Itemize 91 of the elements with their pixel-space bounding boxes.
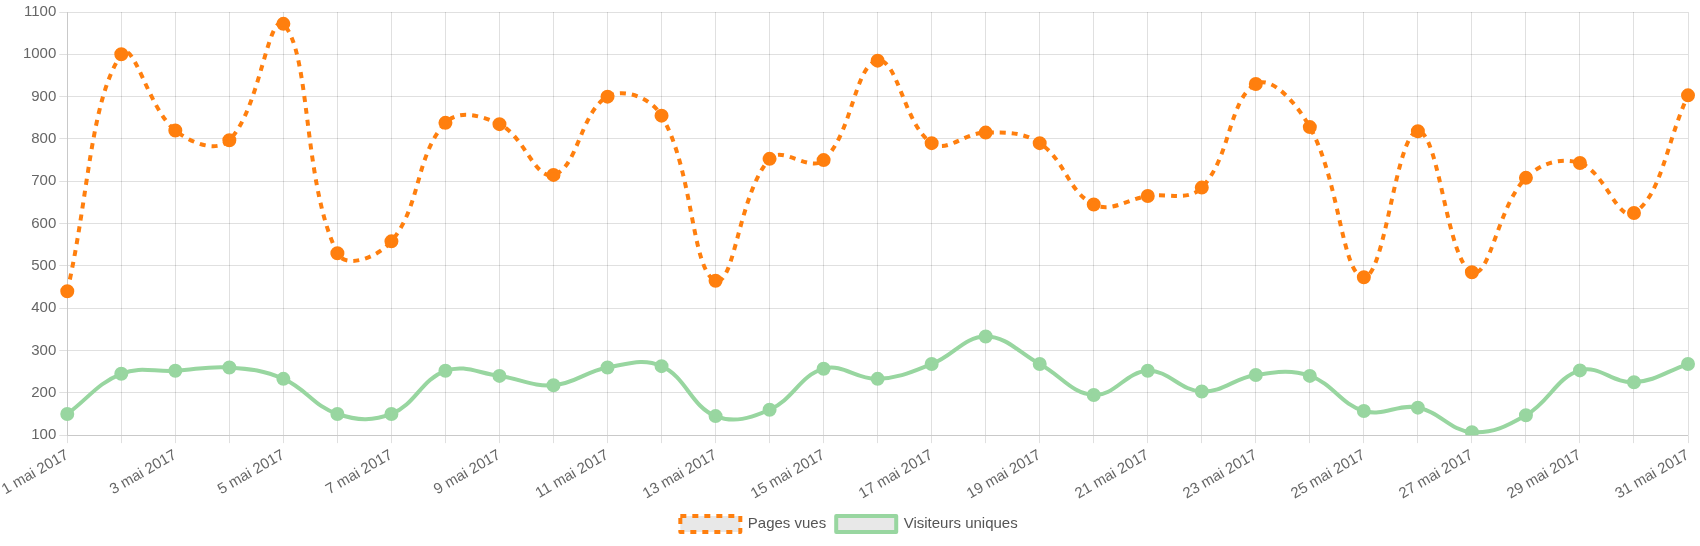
- point: [1464, 265, 1479, 280]
- x-tick-label: 1 mai 2017: [0, 445, 71, 498]
- x-tick-label: 15 mai 2017: [747, 445, 828, 502]
- legend-label: Visiteurs uniques: [903, 514, 1018, 532]
- x-tick-label: 13 mai 2017: [639, 445, 720, 502]
- point: [168, 363, 183, 378]
- point: [222, 133, 237, 148]
- y-tick-label: 500: [31, 256, 57, 274]
- point: [384, 406, 399, 421]
- point: [222, 360, 237, 375]
- point: [600, 89, 615, 104]
- x-tick-label: 5 mai 2017: [214, 445, 287, 498]
- point: [1572, 363, 1587, 378]
- x-tick-label: 25 mai 2017: [1287, 445, 1368, 502]
- y-tick-label: 400: [31, 298, 57, 316]
- point: [1248, 76, 1263, 91]
- point: [168, 123, 183, 138]
- point: [1194, 180, 1209, 195]
- x-tick-label: 3 mai 2017: [106, 445, 179, 498]
- point: [438, 115, 453, 130]
- x-tick-label: 29 mai 2017: [1503, 445, 1584, 502]
- point: [1356, 270, 1371, 285]
- y-tick-label: 1100: [24, 2, 57, 20]
- point: [654, 108, 669, 123]
- x-tick-label: 7 mai 2017: [322, 445, 395, 498]
- point: [330, 406, 345, 421]
- point: [1248, 368, 1263, 383]
- point: [978, 125, 993, 140]
- point: [870, 53, 885, 68]
- point: [60, 406, 75, 421]
- x-tick-label: 19 mai 2017: [963, 445, 1044, 502]
- point: [546, 167, 561, 182]
- y-tick-label: 800: [31, 129, 57, 147]
- y-tick-label: 300: [31, 340, 57, 358]
- x-tick-label: 31 mai 2017: [1611, 445, 1692, 502]
- point: [708, 273, 723, 288]
- point: [1086, 197, 1101, 212]
- point: [1410, 124, 1425, 139]
- point: [438, 363, 453, 378]
- point: [924, 357, 939, 372]
- point: [492, 117, 507, 132]
- x-tick-label: 17 mai 2017: [855, 445, 936, 502]
- point: [1626, 205, 1641, 220]
- point: [654, 359, 669, 374]
- point: [384, 234, 399, 249]
- y-tick-label: 200: [31, 382, 57, 400]
- y-tick-label: 600: [31, 213, 57, 231]
- point: [816, 153, 831, 168]
- point: [60, 284, 75, 299]
- point: [546, 378, 561, 393]
- x-tick-label: 23 mai 2017: [1179, 445, 1260, 502]
- point: [1518, 408, 1533, 423]
- point: [1302, 120, 1317, 135]
- point: [1140, 189, 1155, 204]
- point: [330, 246, 345, 261]
- point: [1032, 357, 1047, 372]
- point: [1626, 375, 1641, 390]
- y-tick-label: 100: [31, 425, 57, 443]
- point: [1572, 156, 1587, 171]
- point: [276, 371, 291, 386]
- point: [978, 329, 993, 344]
- point: [1681, 88, 1695, 103]
- point: [1518, 170, 1533, 185]
- point: [870, 371, 885, 386]
- point: [1356, 404, 1371, 419]
- point: [762, 151, 777, 166]
- point: [1194, 384, 1209, 399]
- y-tick-label: 700: [31, 171, 57, 189]
- point: [924, 136, 939, 151]
- point: [114, 47, 129, 62]
- y-tick-label: 1000: [22, 44, 57, 62]
- legend-label: Pages vues: [747, 514, 827, 532]
- x-tick-label: 11 mai 2017: [532, 445, 612, 501]
- point: [1086, 387, 1101, 402]
- point: [600, 360, 615, 375]
- point: [1140, 363, 1155, 378]
- point: [816, 361, 831, 376]
- point: [1032, 136, 1047, 151]
- x-tick-label: 27 mai 2017: [1395, 445, 1476, 502]
- point: [1410, 400, 1425, 415]
- point: [708, 409, 723, 424]
- point: [114, 366, 129, 381]
- x-tick-label: 21 mai 2017: [1071, 445, 1152, 502]
- point: [276, 16, 291, 31]
- point: [762, 402, 777, 417]
- point: [492, 368, 507, 383]
- point: [1681, 357, 1695, 372]
- y-tick-label: 900: [31, 86, 57, 104]
- point: [1464, 425, 1479, 436]
- point: [1302, 368, 1317, 383]
- x-tick-label: 9 mai 2017: [430, 445, 504, 498]
